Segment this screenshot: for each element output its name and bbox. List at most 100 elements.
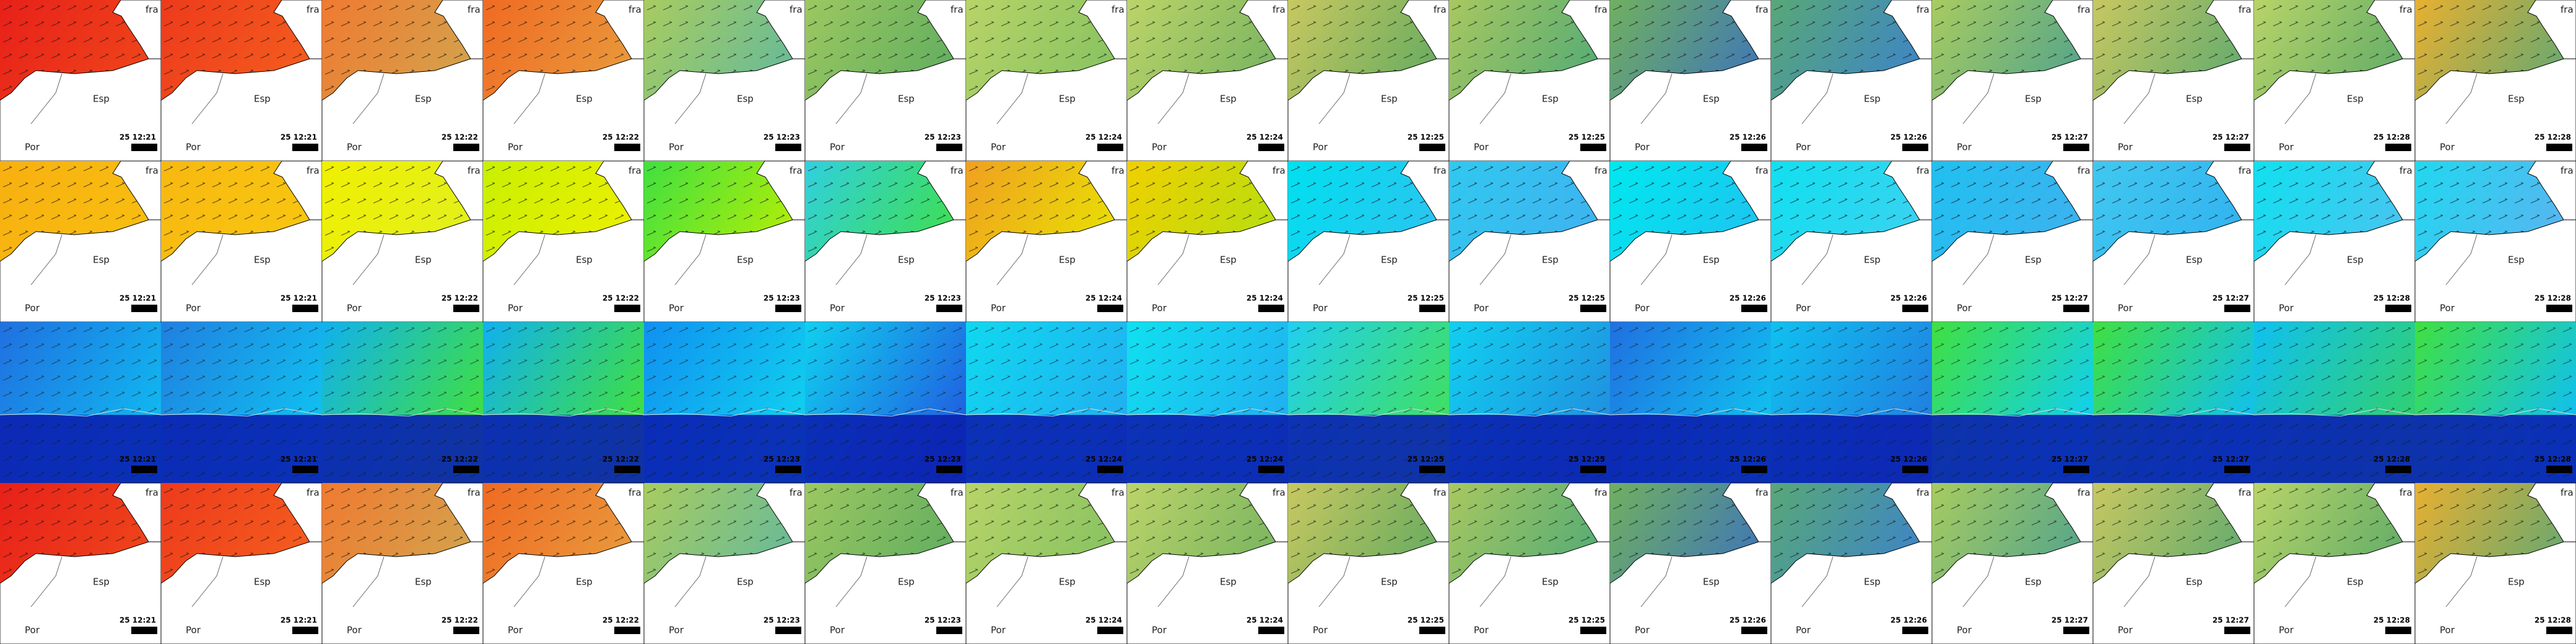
label-portugal: Por bbox=[1152, 303, 1167, 314]
label-spain: Esp bbox=[1864, 94, 1881, 105]
time-box bbox=[614, 627, 640, 634]
timestamp: 25 12:28 bbox=[2374, 455, 2410, 464]
label-france: fra bbox=[629, 487, 642, 498]
time-box bbox=[1580, 305, 1606, 312]
time-box bbox=[2546, 627, 2572, 634]
label-spain: Esp bbox=[2508, 255, 2525, 266]
timestamp: 25 12:23 bbox=[764, 616, 800, 625]
timestamp: 25 12:25 bbox=[1569, 133, 1605, 142]
land-iberia bbox=[0, 541, 162, 644]
map-tile: fra Esp Por 25 12:28 bbox=[2414, 0, 2576, 162]
label-france: fra bbox=[146, 4, 159, 15]
label-portugal: Por bbox=[25, 142, 40, 153]
map-tile: fra Esp Por 25 12:25 bbox=[1287, 482, 1450, 644]
label-france: fra bbox=[2400, 487, 2413, 498]
map-tile: fra Esp Por 25 12:22 bbox=[321, 0, 484, 162]
timestamp: 25 12:23 bbox=[925, 455, 961, 464]
map-tile: fra Esp Por 25 12:23 bbox=[804, 160, 967, 323]
label-spain: Esp bbox=[415, 577, 432, 588]
label-spain: Esp bbox=[415, 255, 432, 266]
label-spain: Esp bbox=[1542, 255, 1559, 266]
label-spain: Esp bbox=[254, 577, 271, 588]
land-iberia bbox=[804, 541, 967, 644]
time-box bbox=[2224, 305, 2250, 312]
border bbox=[1801, 73, 1834, 124]
time-box bbox=[1419, 627, 1445, 634]
wind-arrows bbox=[2254, 322, 2415, 483]
land-iberia bbox=[2253, 541, 2416, 644]
label-spain: Esp bbox=[2186, 255, 2203, 266]
label-portugal: Por bbox=[1796, 625, 1811, 636]
label-france: fra bbox=[790, 165, 803, 176]
label-spain: Esp bbox=[1220, 255, 1237, 266]
time-box bbox=[775, 466, 801, 473]
time-box bbox=[614, 144, 640, 151]
label-spain: Esp bbox=[2508, 94, 2525, 105]
label-france: fra bbox=[1112, 4, 1125, 15]
label-france: fra bbox=[146, 165, 159, 176]
label-spain: Esp bbox=[737, 577, 754, 588]
time-box bbox=[1258, 627, 1284, 634]
label-spain: Esp bbox=[898, 94, 915, 105]
map-tile: fra Esp Por 25 12:22 bbox=[321, 482, 484, 644]
label-portugal: Por bbox=[669, 303, 684, 314]
border bbox=[835, 556, 868, 607]
wind-arrows bbox=[1127, 322, 1288, 483]
map-tile: fra Esp Por 25 12:25 bbox=[1448, 160, 1611, 323]
map-tile: fra Esp Por 25 12:27 bbox=[1931, 482, 2094, 644]
time-box bbox=[292, 144, 318, 151]
map-tile: fra Esp Por 25 12:23 bbox=[643, 482, 806, 644]
label-france: fra bbox=[307, 487, 320, 498]
label-france: fra bbox=[1756, 165, 1769, 176]
label-portugal: Por bbox=[1796, 142, 1811, 153]
timestamp: 25 12:22 bbox=[442, 455, 478, 464]
label-france: fra bbox=[1595, 487, 1608, 498]
label-france: fra bbox=[2561, 165, 2574, 176]
map-tile: fra Esp Por 25 12:22 bbox=[482, 482, 645, 644]
time-box bbox=[2224, 466, 2250, 473]
map-tile: fra Esp Por 25 12:25 bbox=[1287, 0, 1450, 162]
time-box bbox=[936, 144, 962, 151]
timestamp: 25 12:26 bbox=[1891, 133, 1927, 142]
map-tile: 25 12:24 bbox=[965, 322, 1128, 483]
border bbox=[1157, 234, 1190, 285]
border bbox=[1640, 73, 1673, 124]
timestamp: 25 12:28 bbox=[2535, 455, 2571, 464]
time-box bbox=[1419, 305, 1445, 312]
label-spain: Esp bbox=[2347, 94, 2364, 105]
label-spain: Esp bbox=[2025, 255, 2042, 266]
time-box bbox=[2063, 466, 2089, 473]
label-spain: Esp bbox=[415, 94, 432, 105]
label-portugal: Por bbox=[2118, 625, 2133, 636]
border bbox=[2445, 73, 2478, 124]
map-tile: fra Esp Por 25 12:27 bbox=[1931, 160, 2094, 323]
border bbox=[1801, 234, 1834, 285]
label-spain: Esp bbox=[1703, 577, 1720, 588]
coastline bbox=[2253, 408, 2416, 417]
timestamp: 25 12:27 bbox=[2213, 133, 2249, 142]
label-portugal: Por bbox=[2440, 625, 2455, 636]
label-france: fra bbox=[2239, 487, 2252, 498]
wind-arrows bbox=[644, 322, 805, 483]
time-box bbox=[1419, 144, 1445, 151]
time-box bbox=[2224, 627, 2250, 634]
label-portugal: Por bbox=[1474, 142, 1489, 153]
coastline bbox=[1609, 408, 1772, 417]
time-box bbox=[2063, 627, 2089, 634]
label-portugal: Por bbox=[186, 142, 201, 153]
map-tile: fra Esp Por 25 12:25 bbox=[1448, 0, 1611, 162]
time-box bbox=[1902, 305, 1928, 312]
timestamp: 25 12:28 bbox=[2374, 616, 2410, 625]
timestamp: 25 12:22 bbox=[603, 294, 639, 303]
label-france: fra bbox=[951, 487, 964, 498]
label-spain: Esp bbox=[1703, 94, 1720, 105]
map-tile: fra Esp Por 25 12:24 bbox=[1126, 160, 1289, 323]
map-tile: fra Esp Por 25 12:26 bbox=[1609, 160, 1772, 323]
label-france: fra bbox=[1756, 4, 1769, 15]
land-france bbox=[2527, 160, 2576, 220]
timestamp: 25 12:24 bbox=[1086, 294, 1122, 303]
wind-arrows bbox=[1771, 322, 1932, 483]
label-france: fra bbox=[2078, 165, 2091, 176]
coastline bbox=[1126, 408, 1289, 417]
